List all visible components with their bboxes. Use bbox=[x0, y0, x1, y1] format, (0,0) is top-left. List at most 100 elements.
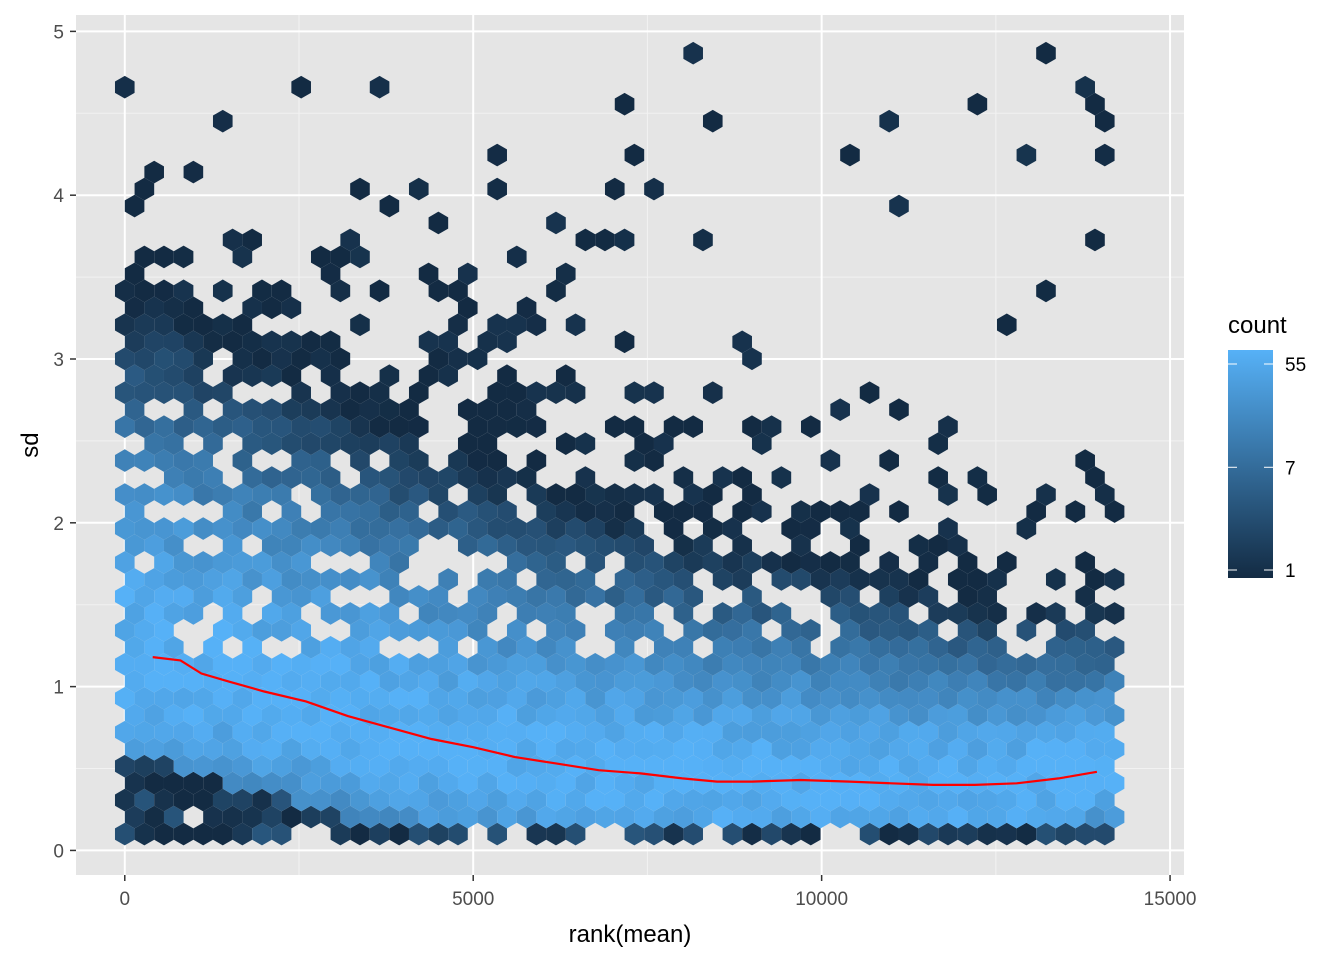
hexbin-cell bbox=[742, 347, 762, 371]
hexbin-cell bbox=[800, 754, 821, 778]
hexbin-cell bbox=[154, 551, 174, 574]
hexbin-cell bbox=[369, 483, 390, 506]
hexbin-cell bbox=[791, 534, 811, 557]
hexbin-cell bbox=[144, 160, 164, 184]
hexbin-cell bbox=[820, 449, 841, 472]
hexbin-cell bbox=[908, 805, 929, 829]
hexbin-cell bbox=[634, 737, 654, 761]
hexbin-cell bbox=[457, 771, 478, 795]
hexbin-cell bbox=[193, 483, 213, 506]
hexbin-cell bbox=[585, 788, 605, 812]
hexbin-cell bbox=[977, 619, 997, 642]
hexbin-cell bbox=[408, 517, 429, 540]
hexbin-cell bbox=[742, 585, 762, 608]
hexbin-cell bbox=[595, 534, 615, 557]
hexbin-cell bbox=[457, 466, 478, 489]
hexbin-cell bbox=[242, 703, 262, 727]
hexbin-cell bbox=[820, 686, 841, 710]
hexbin-cell bbox=[947, 602, 968, 625]
hexbin-cell bbox=[173, 245, 194, 269]
hexbin-cell bbox=[193, 754, 213, 778]
hexbin-cell bbox=[222, 500, 243, 523]
hexbin-cell bbox=[702, 652, 723, 676]
hexbin-cell bbox=[634, 805, 654, 829]
hexbin-cell bbox=[212, 686, 233, 710]
hexbin-cell bbox=[350, 313, 370, 337]
hexbin-cell bbox=[320, 703, 341, 727]
hexbin-cell bbox=[693, 534, 713, 557]
hexbin-cell bbox=[408, 177, 429, 201]
hexbin-cell bbox=[516, 703, 537, 727]
hexbin-cell bbox=[114, 822, 135, 846]
hexbin-cell bbox=[1016, 686, 1037, 710]
hexbin-cell bbox=[683, 788, 703, 812]
hexbin-cell bbox=[673, 534, 694, 557]
hexbin-cell bbox=[359, 568, 380, 591]
hexbin-cell bbox=[1104, 669, 1125, 693]
hexbin-cell bbox=[1104, 737, 1125, 761]
hexbin-cell bbox=[154, 788, 174, 812]
hexbin-cell bbox=[1055, 754, 1076, 778]
hexbin-cell bbox=[595, 805, 615, 829]
hexbin-cell bbox=[379, 771, 400, 795]
hexbin-cell bbox=[340, 500, 360, 523]
hexbin-cell bbox=[497, 568, 517, 591]
hexbin-cell bbox=[261, 805, 282, 829]
hexbin-cell bbox=[898, 754, 919, 778]
hexbin-cell bbox=[879, 686, 899, 710]
hexbin-cell bbox=[330, 245, 351, 269]
hexbin-cell bbox=[310, 483, 331, 506]
hexbin-cell bbox=[154, 822, 174, 846]
hexbin-cell bbox=[467, 788, 488, 812]
hexbin-cell bbox=[595, 703, 615, 727]
hexbin-cell bbox=[448, 754, 468, 778]
hexbin-cell bbox=[683, 483, 703, 506]
hexbin-cell bbox=[232, 720, 253, 744]
hexbin-cell bbox=[193, 415, 213, 438]
hexbin-cell bbox=[555, 636, 576, 659]
hexbin-cell bbox=[154, 313, 174, 337]
hexbin-cell bbox=[369, 788, 390, 812]
hexbin-cell bbox=[369, 279, 390, 303]
hexbin-cell bbox=[516, 636, 537, 659]
hexbin-cell bbox=[320, 602, 341, 625]
hexbin-cell bbox=[614, 228, 635, 252]
hexbin-cell bbox=[389, 449, 409, 472]
hexbin-cell bbox=[565, 720, 586, 744]
hexbin-cell bbox=[947, 737, 968, 761]
hexbin-cell bbox=[428, 619, 449, 642]
hexbin-cell bbox=[565, 313, 586, 337]
hexbin-cell bbox=[928, 737, 948, 761]
hexbin-cell bbox=[555, 534, 576, 557]
hexbin-cell bbox=[859, 619, 880, 642]
hexbin-cell bbox=[281, 398, 302, 422]
hexbin-cell bbox=[585, 551, 605, 574]
hexbin-cell bbox=[340, 228, 360, 252]
hexbin-cell bbox=[928, 669, 948, 693]
hexbin-cell bbox=[261, 432, 282, 455]
hexbin-cell bbox=[585, 652, 605, 676]
hexbin-cell bbox=[350, 652, 370, 676]
hexbin-cell bbox=[604, 585, 625, 608]
hexbin-cell bbox=[879, 754, 899, 778]
hexbin-cell bbox=[124, 262, 145, 286]
hexbin-cell bbox=[761, 754, 782, 778]
legend-tick-label: 7 bbox=[1285, 458, 1296, 479]
hexbin-cell bbox=[791, 500, 811, 523]
hexbin-cell bbox=[732, 602, 752, 625]
x-axis-title: rank(mean) bbox=[569, 921, 692, 948]
hexbin-cell bbox=[203, 636, 223, 659]
hexbin-cell bbox=[859, 652, 880, 676]
hexbin-cell bbox=[869, 568, 890, 591]
hexbin-cell bbox=[673, 466, 694, 489]
hexbin-cell bbox=[222, 398, 243, 422]
hexbin-cell bbox=[114, 483, 135, 506]
legend-tick-label: 1 bbox=[1285, 561, 1296, 582]
hexbin-cell bbox=[291, 788, 311, 812]
hexbin-cell bbox=[173, 415, 194, 438]
hexbin-cell bbox=[487, 652, 507, 676]
hexbin-cell bbox=[212, 483, 233, 506]
hexbin-cell bbox=[389, 822, 409, 846]
hexbin-cell bbox=[1094, 652, 1115, 676]
hexbin-cell bbox=[271, 483, 292, 506]
